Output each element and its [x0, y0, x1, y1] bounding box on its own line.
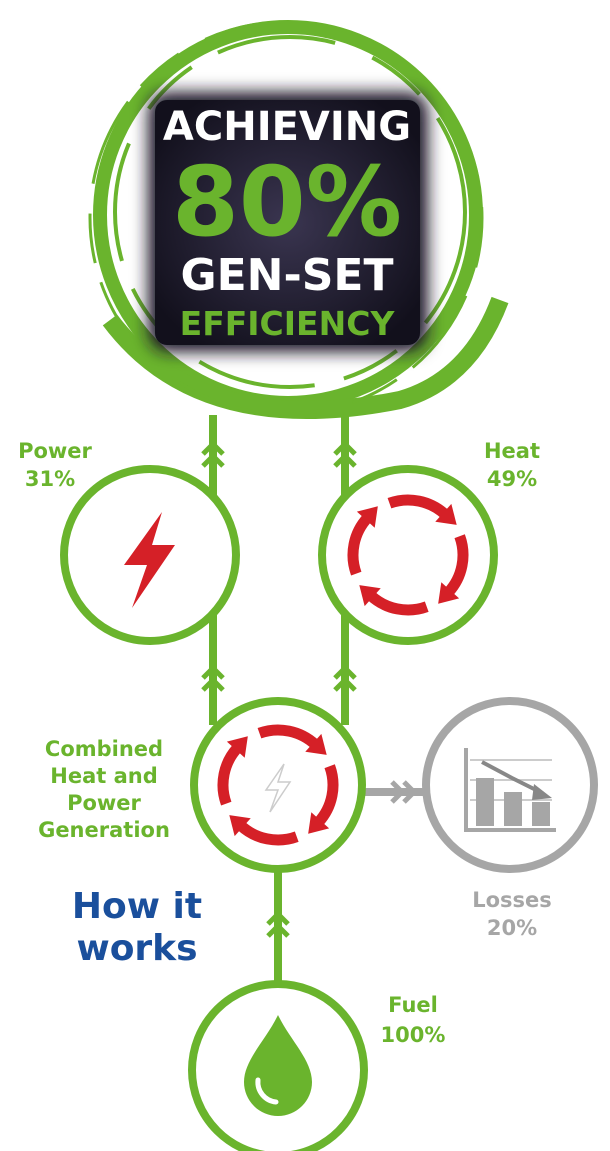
header-line: ACHIEVING: [163, 104, 411, 150]
node-label: Power: [18, 439, 92, 463]
node-label: Combined: [45, 737, 163, 761]
node-label: Heat: [484, 439, 540, 463]
header-line: GEN-SET: [180, 250, 393, 301]
header-line: 80%: [172, 146, 402, 258]
node-label: Fuel: [388, 993, 438, 1017]
node-label: Power: [67, 791, 141, 815]
node-label: Heat and: [50, 764, 158, 788]
node-value: 49%: [487, 467, 537, 491]
node-label: Generation: [38, 818, 170, 842]
node-label: Losses: [472, 888, 552, 912]
caption: How it: [72, 886, 202, 927]
page: ACHIEVING 80% GEN-SET EFFICIENCY Power 3…: [0, 0, 610, 1151]
node-value: 31%: [25, 467, 75, 491]
losses-node: [426, 701, 594, 869]
node-value: 100%: [381, 1023, 446, 1047]
header-line: EFFICIENCY: [180, 304, 396, 343]
node-value: 20%: [487, 916, 537, 940]
infographic: ACHIEVING 80% GEN-SET EFFICIENCY Power 3…: [0, 0, 610, 1151]
caption: works: [76, 928, 197, 969]
